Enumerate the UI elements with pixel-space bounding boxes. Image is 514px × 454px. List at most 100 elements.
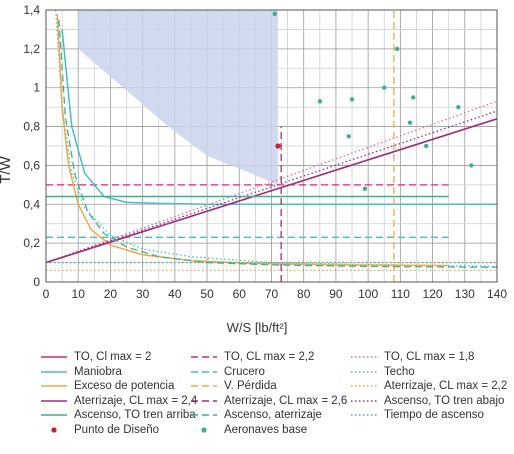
legend-label: TO, Cl max = 2	[74, 351, 152, 363]
feasible-region-area	[78, 10, 278, 185]
legend-label: Punto de Diseño	[74, 424, 160, 436]
legend-swatch	[51, 427, 57, 433]
legend-label: Ascenso, aterrizaje	[224, 409, 322, 422]
legend-label: Tiempo de ascenso	[384, 409, 484, 422]
design-point	[275, 143, 281, 149]
x-tick-label: 100	[358, 287, 378, 301]
legend-swatch	[201, 427, 207, 433]
legend-label: Techo	[384, 365, 415, 378]
legend-item: Exceso de potencia	[40, 379, 174, 393]
base-aircraft-point	[394, 46, 400, 52]
legend-swatch	[41, 370, 67, 373]
legend-item: TO, Cl max = 2	[40, 350, 151, 364]
legend-swatch	[41, 399, 67, 402]
feasible-region	[78, 10, 278, 185]
y-tick-label: 0	[33, 275, 40, 289]
legend-label: Maniobra	[74, 365, 122, 378]
legend-item: TO, CL max = 2,2	[190, 350, 314, 364]
legend-item: Ascenso, aterrizaje	[190, 408, 322, 422]
x-tick-label: 120	[423, 287, 443, 301]
legend-item: Maniobra	[40, 365, 122, 379]
legend-swatch	[41, 356, 67, 358]
series-line	[56, 13, 449, 267]
base-aircraft-point	[456, 104, 461, 110]
base-aircraft-point	[362, 186, 368, 191]
legend-label: TO, CL max = 2,2	[224, 351, 315, 363]
legend-swatch	[351, 414, 377, 417]
legend-label: Ascenso, TO tren arriba	[74, 409, 196, 422]
x-tick-label: 40	[168, 287, 182, 301]
x-tick-label: 80	[297, 287, 311, 301]
y-tick-label: 0,4	[23, 197, 40, 211]
series-line	[61, 29, 497, 206]
legend-swatch	[191, 370, 217, 373]
legend-swatch	[41, 385, 67, 387]
x-tick-label: 130	[455, 287, 475, 301]
y-tick-label: 1,2	[23, 42, 40, 56]
legend-swatch	[351, 385, 377, 387]
base-aircraft-point	[317, 99, 323, 104]
legend-item: V. Pérdida	[190, 379, 277, 393]
base-aircraft-point	[469, 163, 474, 168]
legend-label: Exceso de potencia	[74, 380, 175, 393]
base-aircraft-point	[346, 134, 352, 139]
x-tick-label: 70	[265, 287, 279, 301]
legend-swatch	[41, 414, 67, 417]
y-tick-label: 0,6	[23, 158, 40, 172]
legend-label: Aeronaves base	[224, 424, 308, 436]
legend-item: Techo	[350, 365, 415, 379]
x-tick-label: 10	[72, 287, 86, 301]
x-tick-label: 140	[487, 287, 507, 301]
base-aircraft-point	[411, 95, 416, 100]
y-tick-label: 1	[33, 81, 40, 95]
legend-item: Aeronaves base	[190, 423, 307, 437]
y-tick-label: 0,8	[23, 120, 40, 134]
x-tick-label: 0	[43, 287, 50, 301]
legend-swatch	[191, 385, 217, 387]
legend-swatch	[351, 370, 377, 373]
series-line	[46, 118, 497, 264]
base-aircraft-point	[382, 85, 387, 90]
legend-label: Aterrizaje, CL max = 2,4	[74, 394, 198, 407]
legend-item: Punto de Diseño	[40, 423, 159, 437]
legend-label: Crucero	[224, 365, 265, 378]
x-tick-label: 50	[200, 287, 214, 301]
legend-item: Crucero	[190, 365, 265, 379]
x-tick-label: 90	[329, 287, 343, 301]
base-aircraft-point	[423, 143, 429, 149]
x-tick-label: 110	[391, 287, 410, 301]
y-tick-label: 0,2	[23, 236, 40, 250]
legend-item: Aterrizaje, CL max = 2,6	[190, 394, 347, 408]
legend-label: Ascenso, TO tren abajo	[384, 394, 505, 407]
base-aircraft-point	[272, 11, 277, 17]
series-line	[58, 19, 497, 268]
base-aircraft-point	[407, 120, 413, 125]
legend-swatch	[191, 414, 217, 417]
y-axis-label: T/W	[0, 156, 14, 184]
legend-swatch	[351, 399, 377, 402]
legend-swatch	[191, 356, 217, 358]
x-axis-label: W/S [lb/ft²]	[226, 320, 288, 335]
legend-swatch	[351, 356, 377, 358]
legend-item: Aterrizaje, CL max = 2,2	[350, 379, 507, 393]
legend-swatch	[191, 399, 217, 402]
x-tick-label: 60	[233, 287, 247, 301]
legend-label: Aterrizaje, CL max = 2,2	[384, 380, 508, 393]
legend-item: Ascenso, TO tren arriba	[40, 408, 196, 422]
legend-item: Tiempo de ascenso	[350, 408, 484, 422]
x-tick-label: 20	[104, 287, 118, 301]
legend: TO, Cl max = 2 TO, CL max = 2,2 TO, CL max…	[40, 350, 510, 454]
series-line	[55, 10, 497, 268]
y-tick-label: 1,4	[23, 3, 40, 17]
series-line	[46, 110, 497, 264]
legend-item: TO, CL max = 1,8	[350, 350, 474, 364]
x-tick-label: 30	[136, 287, 150, 301]
legend-item: Aterrizaje, CL max = 2,4	[40, 394, 197, 408]
y-tick-labels: 0 0,2 0,4 0,6 0,8 1 1,2 1,4	[23, 3, 40, 289]
legend-item: Ascenso, TO tren abajo	[350, 394, 504, 408]
legend-label: V. Pérdida	[224, 380, 277, 393]
series-lines	[46, 10, 497, 282]
legend-label: Aterrizaje, CL max = 2,6	[224, 394, 348, 407]
legend-label: TO, CL max = 1,8	[384, 351, 475, 363]
